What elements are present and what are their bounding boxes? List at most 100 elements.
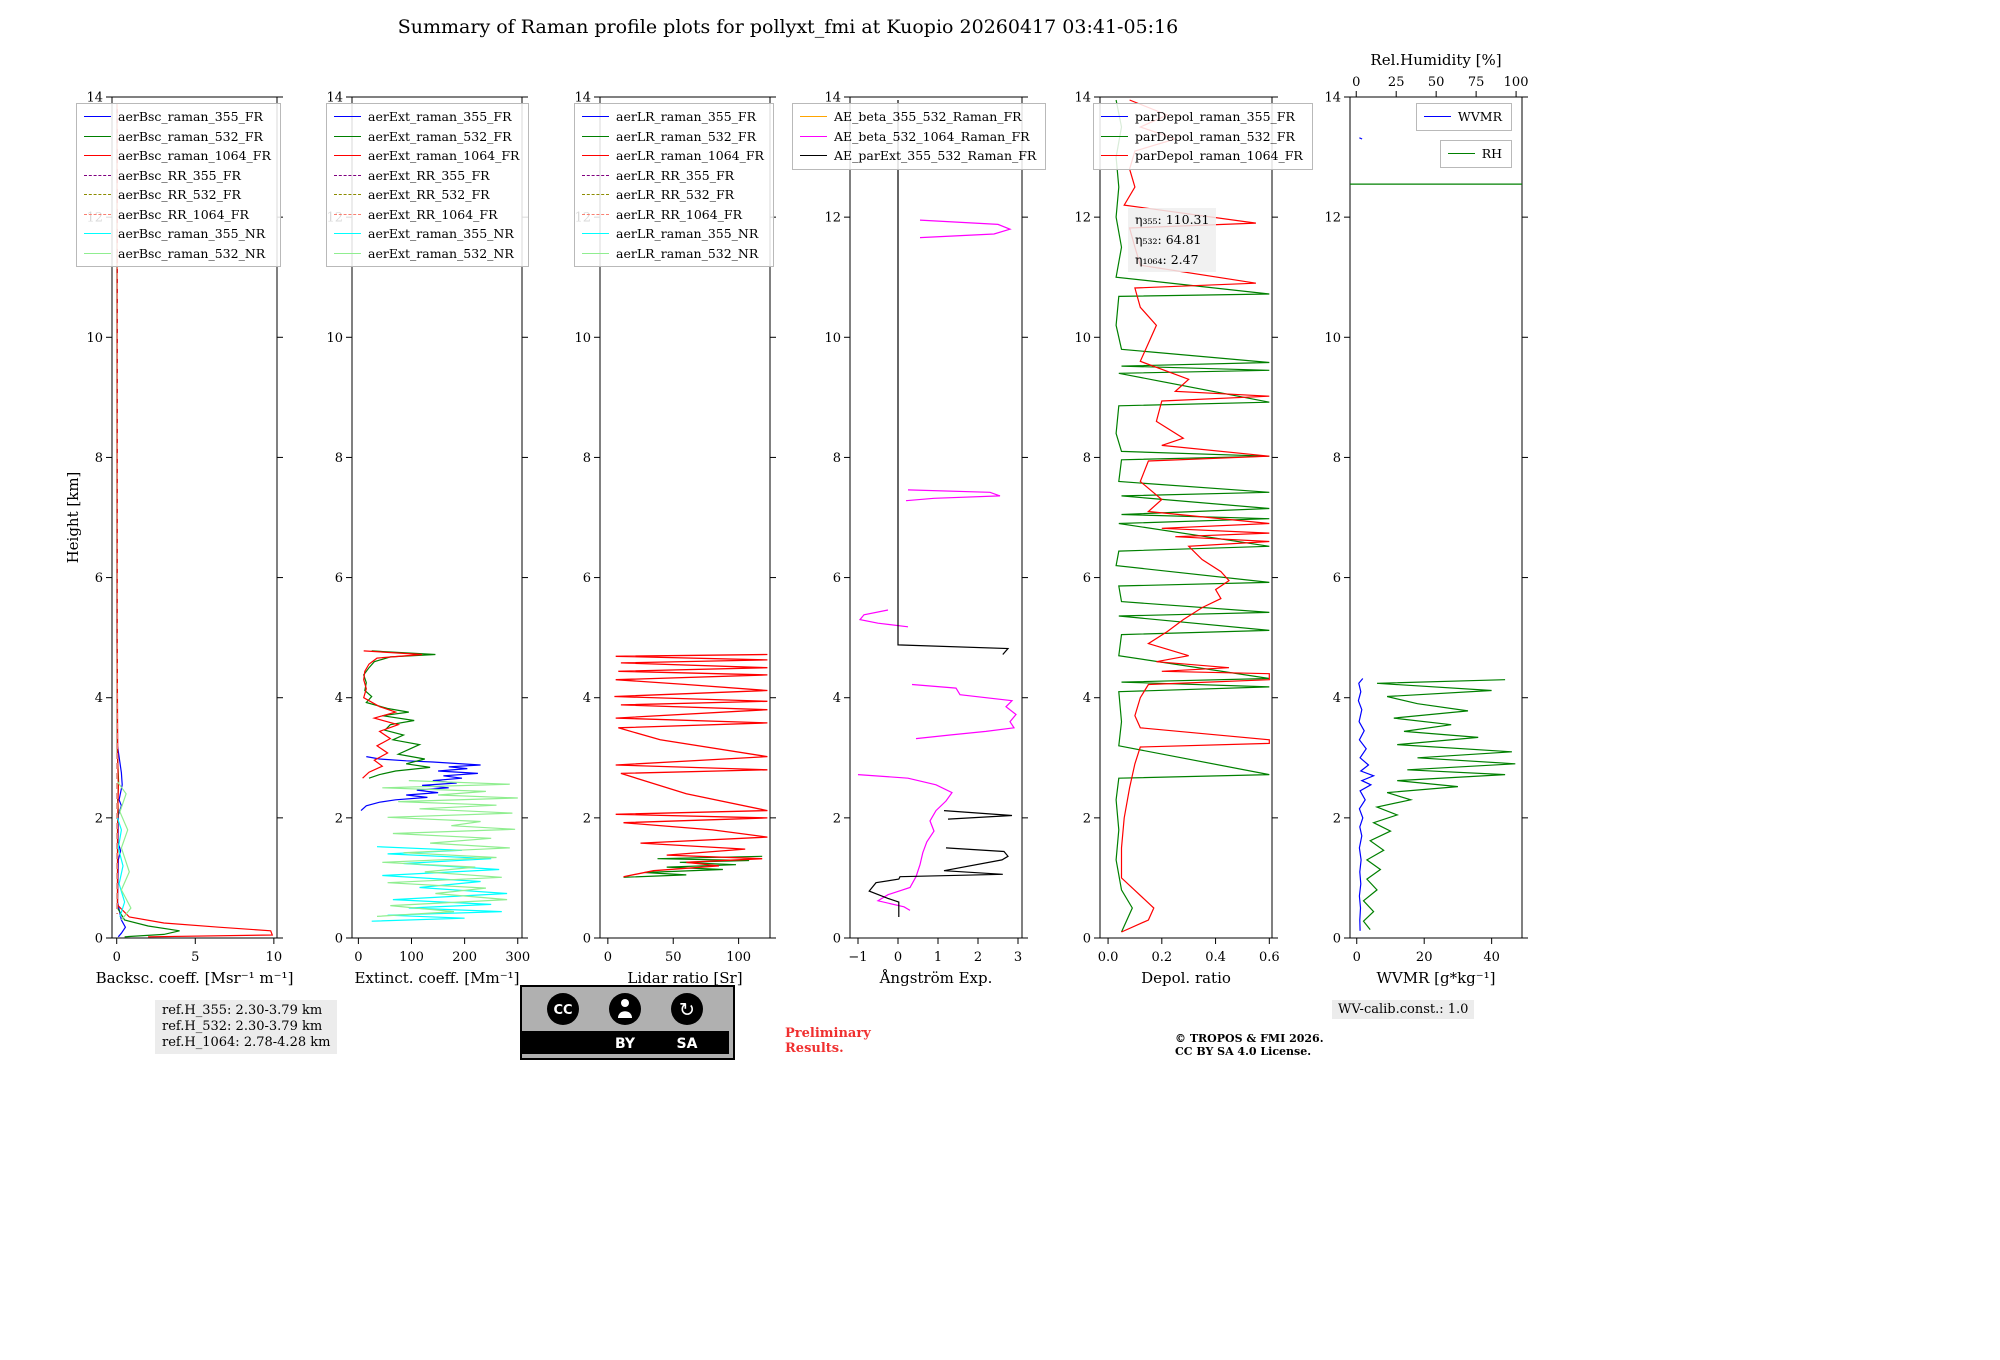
legend-label: AE_beta_532_1064_Raman_FR xyxy=(834,128,1030,144)
legend-line-sample xyxy=(1447,153,1475,155)
share-alike-icon xyxy=(671,993,703,1025)
legend-line-sample xyxy=(582,213,609,215)
depol-calibration-annotation: η₃₅₅: 110.31 η₅₃₂: 64.81 η₁₀₆₄: 2.47 xyxy=(1128,208,1217,272)
svg-text:8: 8 xyxy=(1083,451,1091,466)
legend-item-aerExt_raman_355_NR: aerExt_raman_355_NR xyxy=(334,224,519,244)
cc-by-label: BY xyxy=(615,1036,636,1052)
svg-text:10: 10 xyxy=(1324,331,1341,346)
svg-text:0.0: 0.0 xyxy=(1098,950,1119,965)
legend-label: AE_parExt_355_532_Raman_FR xyxy=(834,148,1037,164)
series-AE_beta_532_1064_Raman_FR xyxy=(905,489,1001,502)
svg-text:14: 14 xyxy=(574,91,591,106)
cc-sa-label: SA xyxy=(677,1036,698,1052)
series-WVMR xyxy=(1357,678,1376,931)
legend-item-parDepol_raman_355_FR: parDepol_raman_355_FR xyxy=(1101,107,1303,127)
series-AE_beta_532_1064_Raman_FR xyxy=(858,609,909,628)
legend-line-sample xyxy=(84,116,111,118)
svg-text:0.6: 0.6 xyxy=(1259,950,1280,965)
legend-line-sample xyxy=(582,155,609,157)
legend-label: aerBsc_raman_532_FR xyxy=(118,128,263,144)
legend-label: aerLR_raman_355_NR xyxy=(616,226,759,242)
legend-item-AE_beta_355_532_Raman_FR: AE_beta_355_532_Raman_FR xyxy=(800,107,1036,127)
svg-text:Backsc. coeff. [Msr⁻¹ m⁻¹]: Backsc. coeff. [Msr⁻¹ m⁻¹] xyxy=(96,969,294,987)
svg-text:0: 0 xyxy=(1083,932,1091,947)
legend-label: aerExt_raman_355_NR xyxy=(368,226,514,242)
svg-text:12: 12 xyxy=(1074,211,1091,226)
legend-item-aerBsc_RR_1064_FR: aerBsc_RR_1064_FR xyxy=(84,205,271,225)
credit-line-2: CC BY SA 4.0 License. xyxy=(1175,1045,1312,1058)
svg-text:2: 2 xyxy=(95,811,103,826)
legend-item-aerBsc_raman_355_NR: aerBsc_raman_355_NR xyxy=(84,224,271,244)
legend-item-aerBsc_RR_355_FR: aerBsc_RR_355_FR xyxy=(84,166,271,186)
series-AE_parExt_355_532_Raman_FR xyxy=(897,100,1010,655)
svg-text:Extinct. coeff. [Mm⁻¹]: Extinct. coeff. [Mm⁻¹] xyxy=(354,969,519,987)
legend-box: aerExt_raman_355_FR aerExt_raman_532_FR ae… xyxy=(326,103,530,267)
cc-badge-graphic: CC ↻ BY SA xyxy=(522,987,729,1054)
svg-text:6: 6 xyxy=(95,571,103,586)
svg-text:0: 0 xyxy=(1333,932,1341,947)
svg-text:12: 12 xyxy=(1324,211,1341,226)
series-aerExt_raman_355_FR xyxy=(360,756,481,812)
svg-text:10: 10 xyxy=(266,950,283,965)
svg-text:4: 4 xyxy=(1083,691,1091,706)
legend-line-sample xyxy=(582,135,609,137)
series-aerLR_raman_532_FR xyxy=(623,855,763,878)
wv-calibration-constant: WV-calib.const.: 1.0 xyxy=(1332,1000,1475,1019)
legend-item-aerLR_RR_532_FR: aerLR_RR_532_FR xyxy=(582,185,764,205)
y-axis-label: Height [km] xyxy=(64,472,82,564)
svg-text:2: 2 xyxy=(833,811,841,826)
svg-text:10: 10 xyxy=(574,331,591,346)
series-parDepol_raman_532_FR xyxy=(1115,99,1270,933)
legend-label: parDepol_raman_1064_FR xyxy=(1135,148,1303,164)
legend-item-aerBsc_raman_532_NR: aerBsc_raman_532_NR xyxy=(84,244,271,264)
legend-line-sample xyxy=(84,213,111,215)
cc-license-badge: CC ↻ BY SA xyxy=(520,985,735,1060)
legend-line-sample xyxy=(582,116,609,118)
series-AE_parExt_355_532_Raman_FR xyxy=(943,810,1013,820)
panel-depol: 0 2 4 6 8 10 12 14 0.0 0.2 0.4 0.6 Depol. ratio xyxy=(1074,91,1279,988)
legend-line-sample xyxy=(334,233,361,235)
svg-text:−1: −1 xyxy=(848,950,867,965)
legend-line-sample xyxy=(334,116,361,118)
share-alike-arrow: ↻ xyxy=(679,999,695,1021)
svg-text:8: 8 xyxy=(583,451,591,466)
svg-text:14: 14 xyxy=(1324,91,1341,106)
preliminary-results-note: Preliminary Results. xyxy=(785,1026,871,1056)
svg-text:14: 14 xyxy=(1074,91,1091,106)
legend-box: aerLR_raman_355_FR aerLR_raman_532_FR aerL… xyxy=(574,103,774,267)
legend-box: AE_beta_355_532_Raman_FR AE_beta_532_1064… xyxy=(792,103,1047,170)
legend-box: WVMR xyxy=(1415,103,1512,131)
legend-line-sample xyxy=(84,233,111,235)
svg-text:0: 0 xyxy=(113,950,121,965)
svg-text:Depol. ratio: Depol. ratio xyxy=(1141,969,1231,987)
legend-label: aerExt_RR_355_FR xyxy=(368,167,490,183)
legend-item-parDepol_raman_532_FR: parDepol_raman_532_FR xyxy=(1101,127,1303,147)
legend-item-aerBsc_RR_532_FR: aerBsc_RR_532_FR xyxy=(84,185,271,205)
series-AE_parExt_355_532_Raman_FR xyxy=(868,847,1009,917)
svg-text:8: 8 xyxy=(335,451,343,466)
legend-line-sample xyxy=(800,155,827,157)
series-AE_beta_532_1064_Raman_FR xyxy=(857,774,953,911)
reference-height-box: ref.H_355: 2.30-3.79 km ref.H_532: 2.30-… xyxy=(155,1000,338,1054)
svg-text:6: 6 xyxy=(583,571,591,586)
person-body xyxy=(618,1011,632,1018)
svg-text:0: 0 xyxy=(335,932,343,947)
svg-text:0: 0 xyxy=(354,950,362,965)
svg-text:10: 10 xyxy=(824,331,841,346)
legend-line-sample xyxy=(334,155,361,157)
legend-item-aerExt_RR_532_FR: aerExt_RR_532_FR xyxy=(334,185,519,205)
legend-line-sample xyxy=(334,194,361,196)
ref-line-1064: ref.H_1064: 2.78-4.28 km xyxy=(162,1035,331,1050)
series-aerLR_raman_1064_FR xyxy=(614,653,768,878)
panel-lidar_ratio: 02468101214050100Lidar ratio [Sr] xyxy=(574,91,776,987)
annotation-line: η₅₃₂: 64.81 xyxy=(1135,232,1202,247)
legend-item-aerLR_raman_355_NR: aerLR_raman_355_NR xyxy=(582,224,764,244)
legend-label: aerLR_raman_355_FR xyxy=(616,109,757,125)
svg-text:WVMR [g*kg⁻¹]: WVMR [g*kg⁻¹] xyxy=(1376,969,1495,987)
legend-item-aerExt_raman_532_NR: aerExt_raman_532_NR xyxy=(334,244,519,264)
legend-label: RH xyxy=(1481,146,1502,162)
svg-text:2: 2 xyxy=(335,811,343,826)
legend-box: RH xyxy=(1439,140,1512,168)
